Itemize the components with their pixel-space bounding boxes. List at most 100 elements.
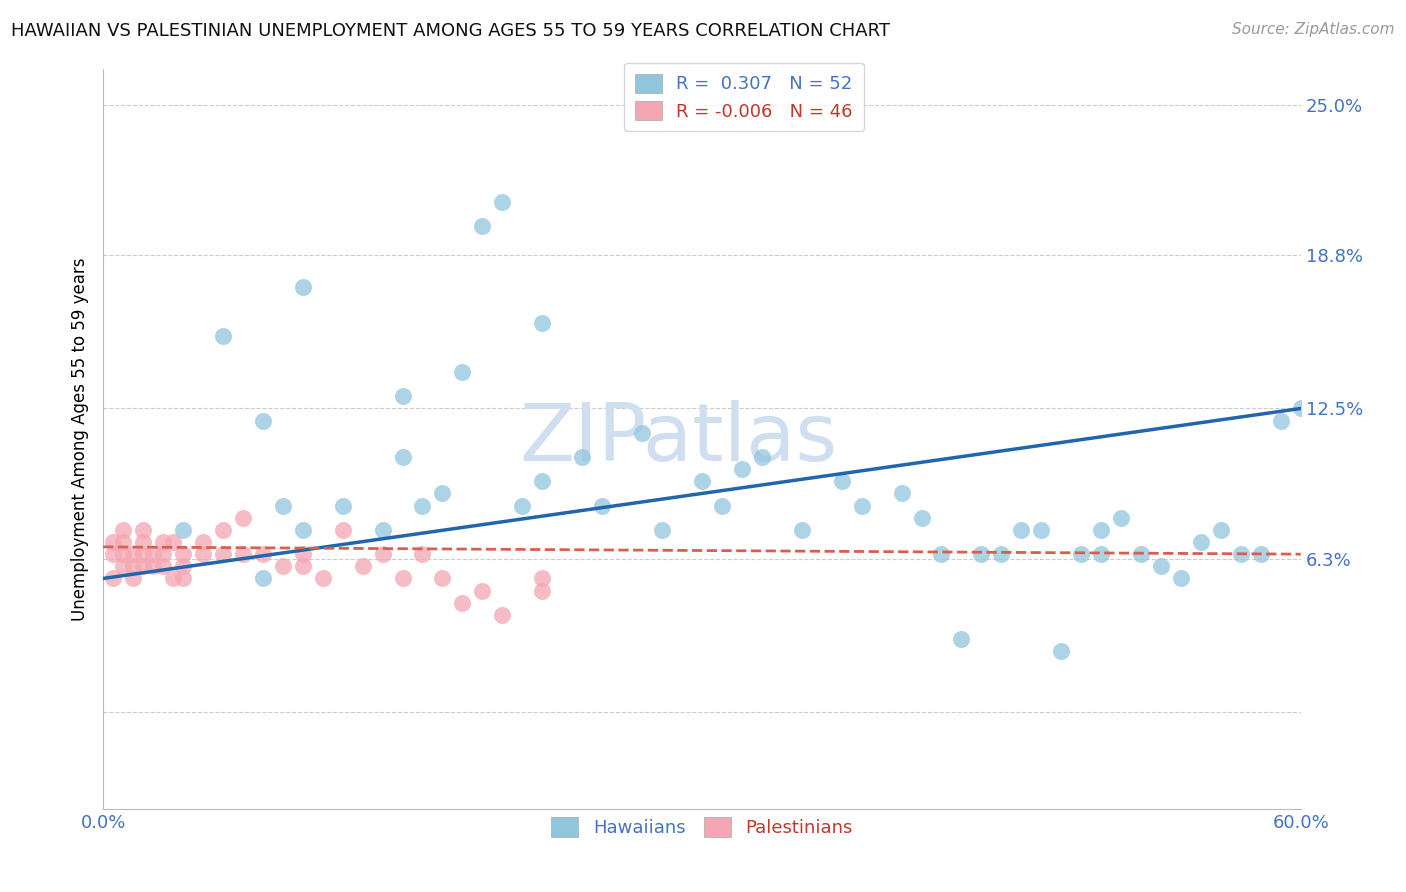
Point <box>1209 523 1232 537</box>
Point <box>1289 401 1312 416</box>
Point <box>172 559 194 574</box>
Point <box>112 535 135 549</box>
Point <box>191 547 214 561</box>
Point <box>910 510 932 524</box>
Point <box>252 414 274 428</box>
Point <box>1070 547 1092 561</box>
Point <box>411 499 433 513</box>
Point <box>1130 547 1153 561</box>
Point <box>172 547 194 561</box>
Point <box>212 328 235 343</box>
Point <box>451 365 474 379</box>
Point <box>232 547 254 561</box>
Point <box>931 547 953 561</box>
Point <box>271 499 294 513</box>
Point <box>651 523 673 537</box>
Point <box>890 486 912 500</box>
Point <box>710 499 733 513</box>
Point <box>432 571 454 585</box>
Point <box>851 499 873 513</box>
Point <box>631 425 654 440</box>
Point <box>531 475 554 489</box>
Point <box>690 475 713 489</box>
Point <box>112 559 135 574</box>
Point <box>1270 414 1292 428</box>
Point <box>232 510 254 524</box>
Point <box>271 559 294 574</box>
Point <box>142 559 165 574</box>
Point <box>101 547 124 561</box>
Point <box>1031 523 1053 537</box>
Point <box>122 547 145 561</box>
Point <box>391 389 413 403</box>
Point <box>1150 559 1173 574</box>
Point <box>132 523 155 537</box>
Point <box>831 475 853 489</box>
Point <box>112 523 135 537</box>
Point <box>162 571 184 585</box>
Point <box>152 547 174 561</box>
Point <box>451 596 474 610</box>
Point <box>132 547 155 561</box>
Point <box>152 535 174 549</box>
Point <box>1189 535 1212 549</box>
Point <box>352 559 374 574</box>
Point <box>132 559 155 574</box>
Point <box>332 499 354 513</box>
Point <box>332 523 354 537</box>
Text: HAWAIIAN VS PALESTINIAN UNEMPLOYMENT AMONG AGES 55 TO 59 YEARS CORRELATION CHART: HAWAIIAN VS PALESTINIAN UNEMPLOYMENT AMO… <box>11 22 890 40</box>
Point <box>391 571 413 585</box>
Point <box>122 571 145 585</box>
Point <box>391 450 413 464</box>
Legend: Hawaiians, Palestinians: Hawaiians, Palestinians <box>544 810 859 845</box>
Point <box>491 195 513 210</box>
Point <box>371 547 394 561</box>
Point <box>1250 547 1272 561</box>
Point <box>970 547 993 561</box>
Point <box>172 523 194 537</box>
Point <box>432 486 454 500</box>
Point <box>212 547 235 561</box>
Text: Source: ZipAtlas.com: Source: ZipAtlas.com <box>1232 22 1395 37</box>
Point <box>371 523 394 537</box>
Point <box>1010 523 1032 537</box>
Point <box>491 607 513 622</box>
Point <box>531 317 554 331</box>
Point <box>411 547 433 561</box>
Point <box>101 535 124 549</box>
Point <box>571 450 593 464</box>
Point <box>112 547 135 561</box>
Point <box>142 547 165 561</box>
Point <box>291 559 314 574</box>
Point <box>122 559 145 574</box>
Point <box>172 571 194 585</box>
Y-axis label: Unemployment Among Ages 55 to 59 years: Unemployment Among Ages 55 to 59 years <box>72 257 89 621</box>
Point <box>212 523 235 537</box>
Point <box>191 535 214 549</box>
Point <box>162 535 184 549</box>
Point <box>531 583 554 598</box>
Point <box>591 499 613 513</box>
Point <box>1090 547 1112 561</box>
Point <box>1090 523 1112 537</box>
Point <box>132 535 155 549</box>
Point <box>291 547 314 561</box>
Point <box>1170 571 1192 585</box>
Point <box>1230 547 1253 561</box>
Point <box>252 547 274 561</box>
Point <box>751 450 773 464</box>
Point <box>510 499 533 513</box>
Point <box>471 219 494 234</box>
Point <box>152 559 174 574</box>
Point <box>312 571 335 585</box>
Point <box>101 571 124 585</box>
Point <box>731 462 754 476</box>
Point <box>531 571 554 585</box>
Text: ZIPatlas: ZIPatlas <box>519 400 837 478</box>
Point <box>291 280 314 294</box>
Point <box>291 523 314 537</box>
Point <box>790 523 813 537</box>
Point <box>1109 510 1132 524</box>
Point <box>252 571 274 585</box>
Point <box>1050 644 1073 658</box>
